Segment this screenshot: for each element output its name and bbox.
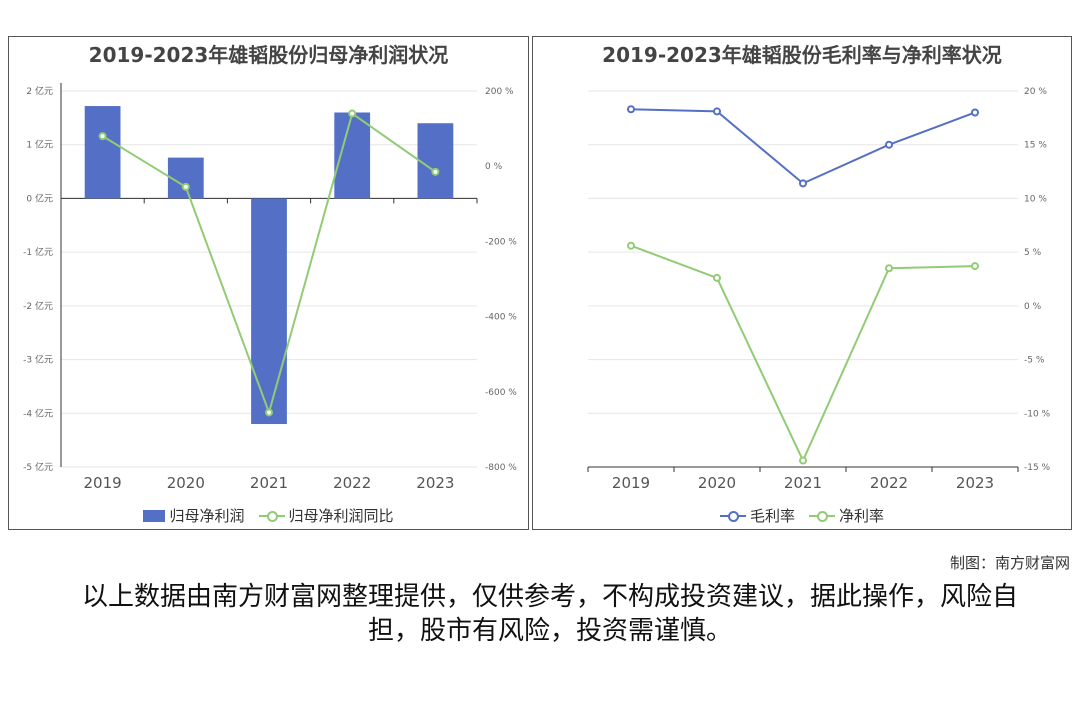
x-tick-label: 2021 <box>250 474 288 492</box>
point-gross-margin-2022 <box>885 140 893 149</box>
x-tick-label: 2022 <box>333 474 371 492</box>
bar-net-profit-2020 <box>167 157 204 199</box>
y-tick-label: 1 亿元 <box>26 139 53 151</box>
y-tick-label: 15 % <box>1024 141 1047 151</box>
point-net-margin-2019 <box>627 241 635 250</box>
y2-tick-label: 200 % <box>485 87 514 97</box>
legend-label-net-profit: 归母净利润 <box>169 507 245 525</box>
line-swatch-icon <box>719 510 746 522</box>
legend-label-net-profit-yoy: 归母净利润同比 <box>288 507 394 525</box>
chart-credit: 制图：南方财富网 <box>949 554 1070 572</box>
left-chart-legend: 归母净利润 归母净利润同比 <box>9 505 528 526</box>
bar-net-profit-2019 <box>84 106 121 199</box>
legend-label-net-margin: 净利率 <box>839 507 885 525</box>
point-gross-margin-2023 <box>971 108 979 117</box>
bar-net-profit-2023 <box>417 123 454 199</box>
point-net-profit-yoy-2020 <box>181 182 190 191</box>
y-tick-label: -15 % <box>1024 463 1051 473</box>
y-tick-label: 10 % <box>1024 194 1047 204</box>
line-gross-margin <box>630 108 976 185</box>
y-tick-label: -2 亿元 <box>23 300 53 312</box>
point-gross-margin-2019 <box>627 105 635 114</box>
y-tick-label: -5 % <box>1024 356 1045 366</box>
point-net-margin-2021 <box>799 456 807 465</box>
bar-swatch-icon <box>143 509 166 522</box>
y2-tick-label: 0 % <box>485 162 503 172</box>
point-net-profit-yoy-2022 <box>348 109 357 118</box>
x-tick-label: 2020 <box>167 474 205 492</box>
x-tick-label: 2021 <box>784 474 822 492</box>
right-chart-svg: 20 % 15 % 10 % 5 % 0 % -5 % -10 % -15 % 2019 2020… <box>587 87 1051 492</box>
x-tick-label: 2019 <box>612 474 650 492</box>
bar-net-profit-2021 <box>251 198 287 425</box>
right-chart-legend: 毛利率 净利率 <box>533 505 1071 526</box>
y-tick-label: -5 亿元 <box>23 461 53 473</box>
point-net-profit-yoy-2019 <box>98 132 107 141</box>
y-tick-label: 0 % <box>1024 302 1042 312</box>
legend-item-net-margin[interactable]: 净利率 <box>809 505 884 526</box>
legend-item-net-profit[interactable]: 归母净利润 <box>143 505 245 526</box>
point-gross-margin-2020 <box>713 107 721 116</box>
y-tick-label: 0 亿元 <box>26 192 53 204</box>
disclaimer-text: 以上数据由南方财富网整理提供，仅供参考，不构成投资建议，据此操作，风险自担，股市… <box>81 582 1018 646</box>
y-tick-label: -3 亿元 <box>23 354 53 366</box>
left-chart-panel: 2019-2023年雄韬股份归母净利润状况 2 亿元 1 亿元 0 亿元 -1 亿元 -… <box>8 36 529 530</box>
x-tick-label: 2023 <box>416 474 454 492</box>
point-net-profit-yoy-2021 <box>265 408 273 417</box>
point-net-margin-2022 <box>885 264 893 273</box>
x-tick-label: 2022 <box>870 474 908 492</box>
legend-item-net-profit-yoy[interactable]: 归母净利润同比 <box>258 505 394 526</box>
y-tick-label: 5 % <box>1024 248 1042 258</box>
y2-tick-label: -600 % <box>485 388 517 398</box>
y2-tick-label: -800 % <box>485 463 517 473</box>
point-net-margin-2020 <box>713 273 721 282</box>
y-tick-label: -1 亿元 <box>23 246 53 258</box>
line-net-margin <box>630 244 976 463</box>
point-net-profit-yoy-2023 <box>431 167 440 176</box>
x-tick-label: 2023 <box>956 474 994 492</box>
legend-item-gross-margin[interactable]: 毛利率 <box>719 505 795 526</box>
y-tick-label: 20 % <box>1024 87 1047 97</box>
point-gross-margin-2021 <box>799 179 807 188</box>
y-tick-label: -10 % <box>1024 409 1051 419</box>
x-tick-label: 2020 <box>698 474 736 492</box>
line-swatch-icon <box>809 510 835 522</box>
right-chart-panel: 2019-2023年雄韬股份毛利率与净利率状况 20 % 15 % 10 % 5 % 0… <box>532 36 1072 530</box>
right-chart-title: 2019-2023年雄韬股份毛利率与净利率状况 <box>602 43 1002 67</box>
y-tick-label: -4 亿元 <box>23 407 53 419</box>
left-chart-title: 2019-2023年雄韬股份归母净利润状况 <box>88 43 449 67</box>
legend-label-gross-margin: 毛利率 <box>749 507 795 525</box>
y-tick-label: 2 亿元 <box>26 85 53 97</box>
x-tick-label: 2019 <box>84 474 122 492</box>
y2-tick-label: -400 % <box>485 313 517 323</box>
line-swatch-icon <box>258 510 285 522</box>
y2-tick-label: -200 % <box>485 237 517 247</box>
left-chart-svg: 2 亿元 1 亿元 0 亿元 -1 亿元 -2 亿元 -3 亿元 -4 亿元 -5 亿元 200… <box>23 83 517 492</box>
point-net-margin-2023 <box>971 262 979 271</box>
